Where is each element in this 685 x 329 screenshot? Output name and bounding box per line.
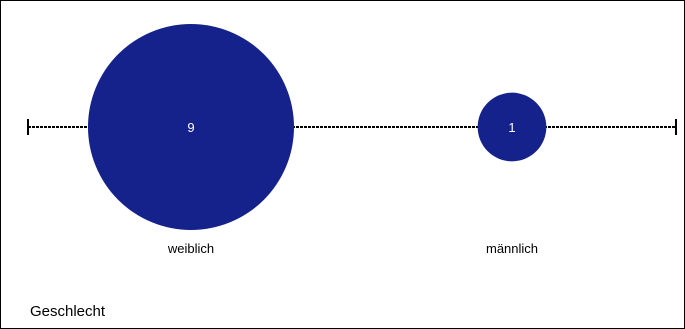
- category-labels-group: weiblich männlich: [167, 241, 538, 256]
- bubble-männlich: [477, 92, 547, 162]
- data-label-männlich: 1: [508, 120, 515, 135]
- category-label-männlich: männlich: [486, 241, 538, 256]
- category-label-weiblich: weiblich: [167, 241, 214, 256]
- bubble-weiblich: [88, 24, 294, 230]
- x-axis-label: Geschlecht: [30, 303, 106, 320]
- data-label-weiblich: 9: [187, 120, 194, 135]
